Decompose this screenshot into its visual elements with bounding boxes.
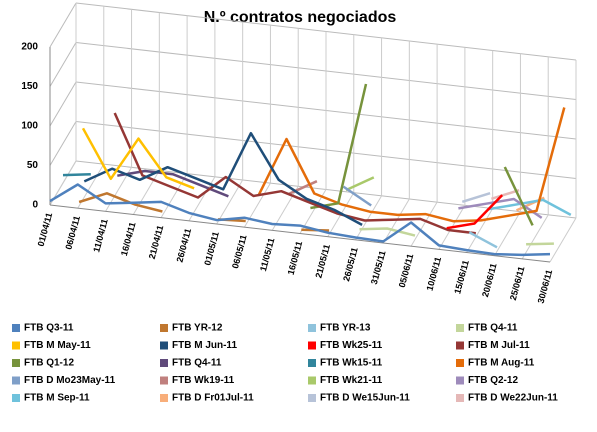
legend-swatch [160,324,168,332]
legend-swatch [308,359,316,367]
legend-label: FTB Q4-11 [468,323,518,334]
x-tick-label: 11/05/11 [258,237,276,272]
legend-label: FTB D Mo23May-11 [24,375,116,386]
legend-swatch [12,324,20,332]
legend-label: FTB D Fr01Jul-11 [172,393,254,404]
legend-swatch [456,359,464,367]
legend-swatch [160,359,168,367]
series-line [468,231,498,249]
x-tick-label: 01/04/11 [36,212,55,248]
legend-label: FTB D We15Jun-11 [320,393,410,404]
floor-line [494,211,521,256]
legend-label: FTB Wk25-11 [320,340,383,351]
legend-swatch [308,341,316,350]
legend-label: FTB Q3-11 [24,323,74,334]
x-tick-label: 31/05/11 [369,250,388,286]
y-tick-label: 0 [32,200,38,211]
x-tick-label: 11/04/11 [91,218,109,253]
legend-label: FTB D We22Jun-11 [468,393,558,404]
legend-label: FTB Wk21-11 [320,375,383,386]
series-line [288,180,318,195]
x-tick-label: 26/04/11 [175,227,194,263]
chart-title: N.º contratos negociados [204,9,397,26]
x-tick-label: 30/06/11 [536,269,555,305]
legend-swatch [12,394,20,402]
x-tick-label: 16/05/11 [286,240,305,276]
floor-line [521,214,549,260]
floor-line [382,198,410,244]
series-line [49,183,551,257]
series-line [446,194,504,230]
x-tick-label: 20/06/11 [480,262,499,298]
legend-label: FTB Q1-12 [24,358,74,369]
legend-swatch [308,376,316,385]
x-tick-label: 21/05/11 [313,243,332,279]
x-tick-label: 21/04/11 [147,224,166,260]
legend-swatch [160,394,168,402]
legend-swatch [456,376,464,385]
floor-line [77,163,105,209]
floor-line [549,217,577,263]
series-line [345,176,375,192]
legend-label: FTB M May-11 [24,340,91,351]
series-line [487,198,572,217]
x-tick-label: 01/05/11 [202,231,221,267]
floor-line [160,173,188,218]
legend-swatch [456,341,464,350]
floor-line [132,170,160,215]
legend-label: FTB Q4-11 [172,358,222,369]
floor-line [355,195,382,241]
legend-swatch [456,394,464,402]
floor-line [466,208,494,253]
floor-line [216,179,244,225]
grid-line [49,81,77,127]
series-line [62,173,91,177]
legend-label: FTB M Jul-11 [468,340,530,351]
legend-label: FTB M Sep-11 [24,393,90,404]
legend-swatch [160,376,168,385]
series-line [257,107,566,223]
y-tick-label: 50 [27,160,39,171]
x-tick-label: 06/04/11 [63,215,82,251]
y-tick-label: 100 [21,121,38,132]
legend-swatch [308,394,316,402]
grid-line [49,42,77,87]
x-tick-label: 06/05/11 [230,234,249,270]
legend-swatch [308,324,316,332]
legend-label: FTB YR-12 [172,323,223,334]
series-line [458,197,543,219]
x-tick-label: 10/06/11 [425,256,444,292]
legend-label: FTB Wk15-11 [320,358,383,369]
x-tick-label: 16/04/11 [119,221,138,257]
legend-label: FTB M Jun-11 [172,340,237,351]
grid-line [49,121,77,166]
y-tick-label: 200 [21,42,38,53]
y-tick-label: 150 [21,81,38,92]
floor-line [410,201,438,247]
series-line [359,227,554,246]
x-axis [49,204,551,263]
legend-label: FTB Q2-12 [468,375,518,386]
x-tick-label: 26/05/11 [341,246,360,282]
series-line [83,131,363,227]
legend-swatch [12,376,20,385]
legend-swatch [12,341,20,350]
x-tick-label: 05/06/11 [397,253,416,289]
legend-swatch [160,341,168,350]
legend-label: FTB Wk19-11 [172,375,235,386]
series-line [113,112,476,235]
series-line [461,192,491,203]
legend-swatch [12,359,20,367]
series-line [491,189,520,200]
x-tick-label: 15/06/11 [452,259,471,295]
series-line [342,185,372,207]
legend-label: FTB M Aug-11 [468,358,535,369]
series-line [81,127,195,190]
grid-line [49,2,77,48]
x-tick-label: 25/06/11 [508,265,527,301]
legend-swatch [456,324,464,332]
legend-label: FTB YR-13 [320,323,371,334]
